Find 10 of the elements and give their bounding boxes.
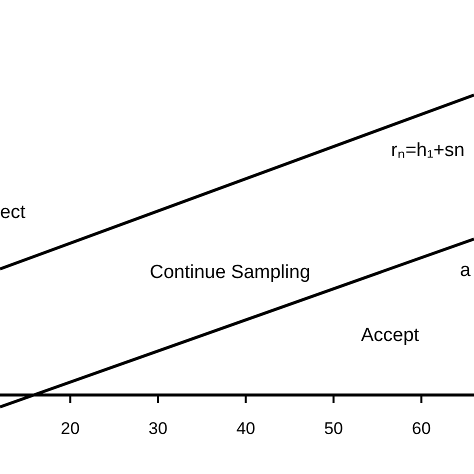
- annotation: a: [460, 260, 471, 281]
- annotation: Accept: [360, 325, 420, 346]
- x-tick-label: 50: [324, 419, 344, 438]
- annotation: rₙ=h₁+sn: [391, 140, 465, 161]
- annotation: Continue Sampling: [150, 262, 310, 283]
- x-tick-label: 30: [148, 419, 168, 438]
- x-tick-label: 20: [60, 419, 80, 438]
- annotation: ect: [0, 202, 26, 223]
- x-tick-label: 40: [236, 419, 256, 438]
- x-tick-label: 60: [412, 419, 431, 438]
